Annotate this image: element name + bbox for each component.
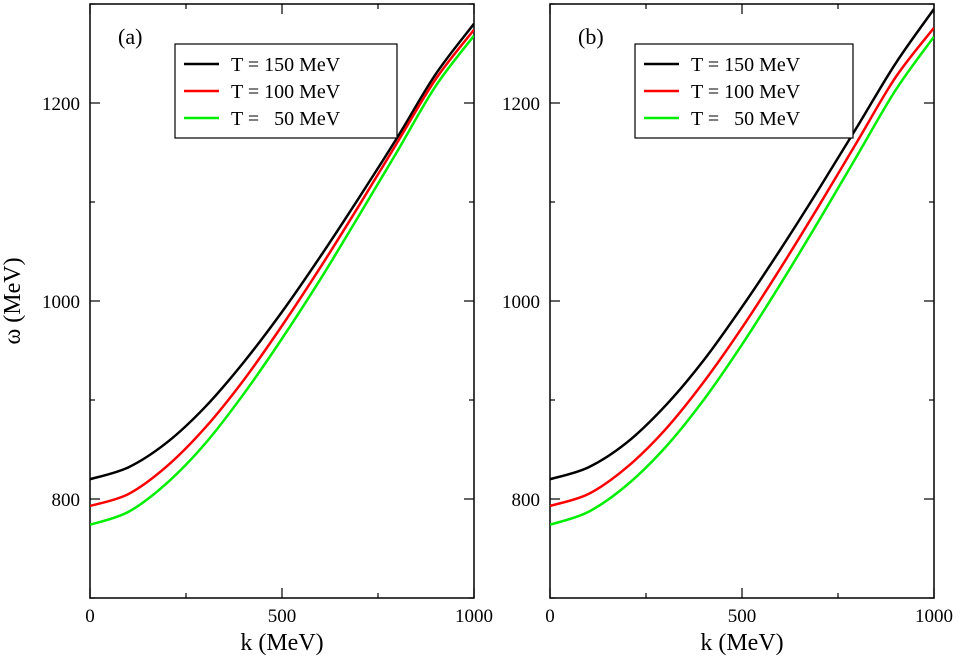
series-line-0 [90, 23, 474, 481]
y-tick-label: 1000 [42, 292, 80, 313]
series-line-1 [550, 26, 934, 508]
x-tick-label: 0 [545, 606, 555, 627]
x-tick-label: 500 [728, 606, 757, 627]
legend-entry: T = 100 MeV [691, 81, 801, 103]
series-line-1 [90, 28, 474, 508]
x-axis-label: k (MeV) [240, 630, 323, 656]
x-tick-label: 500 [268, 606, 297, 627]
series-line-0 [550, 8, 934, 481]
panel-a: 0 500 1000 800 1000 1200 k (MeV) ω (MeV) (a) T = … [0, 3, 493, 656]
y-tick-label: 1200 [502, 94, 540, 115]
y-tick-label: 1000 [502, 292, 540, 313]
legend-entry: T = 150 MeV [231, 54, 341, 76]
y-tick-label: 800 [512, 490, 541, 511]
y-axis-label: ω (MeV) [0, 257, 26, 344]
legend-entry: T = 150 MeV [691, 54, 801, 76]
panel-b: 0 500 1000 800 1000 1200 k (MeV) (b) T = 150 MeV… [502, 3, 953, 656]
series-line-2 [550, 35, 934, 526]
legend-entry: T = 50 MeV [691, 108, 801, 130]
legend-entry: T = 100 MeV [231, 81, 341, 103]
x-tick-label: 1000 [915, 606, 953, 627]
legend-entry: T = 50 MeV [231, 108, 341, 130]
x-tick-label: 1000 [455, 606, 493, 627]
panel-label: (a) [118, 24, 142, 49]
panel-label: (b) [578, 24, 604, 49]
y-tick-label: 1200 [42, 94, 80, 115]
x-axis-label: k (MeV) [700, 630, 783, 656]
series-line-2 [90, 34, 474, 526]
y-tick-label: 800 [52, 490, 81, 511]
x-tick-label: 0 [85, 606, 95, 627]
